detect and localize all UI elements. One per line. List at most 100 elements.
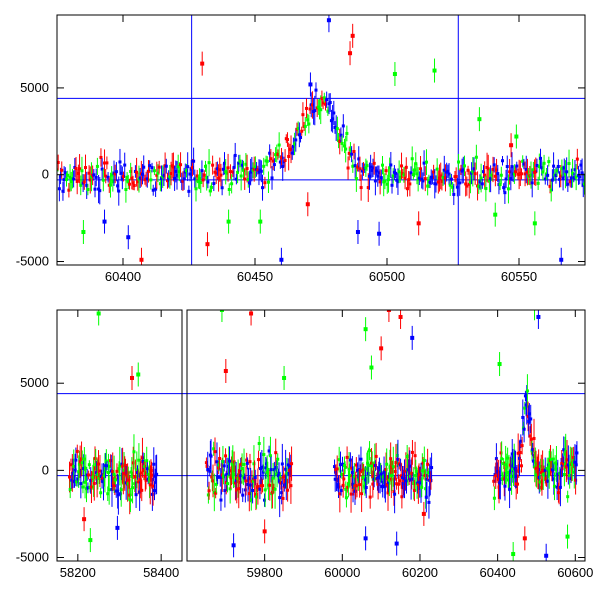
outlier-point — [509, 143, 514, 148]
data-point — [240, 467, 244, 471]
data-point — [96, 473, 100, 477]
data-point — [526, 414, 530, 418]
data-point — [214, 171, 218, 175]
data-point — [479, 176, 483, 180]
data-point — [478, 180, 482, 184]
data-point — [208, 469, 212, 473]
data-point — [503, 191, 507, 195]
data-point — [257, 458, 261, 462]
data-point — [97, 462, 101, 466]
data-point — [422, 469, 426, 473]
data-point — [304, 106, 308, 110]
data-point — [376, 174, 380, 178]
data-point — [512, 459, 516, 463]
data-point — [546, 173, 550, 177]
data-point — [246, 482, 250, 486]
data-point — [273, 487, 277, 491]
x-tick-label: 60400 — [480, 565, 516, 580]
data-point — [220, 186, 224, 190]
data-point — [116, 493, 120, 497]
data-point — [405, 187, 409, 191]
data-point — [254, 493, 258, 497]
data-point — [420, 177, 424, 181]
data-point — [341, 124, 345, 128]
data-point — [60, 168, 64, 172]
outlier-point — [559, 257, 564, 262]
data-point — [435, 167, 439, 171]
data-point — [93, 456, 97, 460]
data-point — [79, 482, 83, 486]
data-point — [381, 475, 385, 479]
data-point — [354, 463, 358, 467]
data-point — [145, 467, 149, 471]
data-point — [378, 476, 382, 480]
data-point — [491, 167, 495, 171]
data-point — [277, 143, 281, 147]
data-point — [384, 169, 388, 173]
data-point — [260, 465, 264, 469]
data-point — [204, 461, 208, 465]
data-point — [262, 164, 266, 168]
data-point — [102, 480, 105, 484]
data-point — [190, 166, 194, 170]
data-point — [411, 477, 415, 481]
data-point — [522, 427, 526, 431]
data-point — [297, 133, 301, 137]
data-point — [543, 177, 547, 181]
data-point — [73, 468, 77, 472]
data-point — [401, 476, 405, 480]
data-point — [165, 179, 169, 183]
data-point — [57, 187, 61, 191]
data-point — [346, 166, 350, 170]
data-point — [420, 485, 424, 489]
data-point — [97, 187, 101, 191]
data-point — [240, 163, 244, 167]
data-point — [486, 167, 490, 171]
data-point — [225, 171, 229, 175]
data-point — [272, 163, 276, 167]
data-point — [87, 171, 91, 175]
data-point — [508, 170, 512, 174]
plot-frame — [186, 309, 586, 562]
data-point — [280, 156, 284, 160]
data-point — [111, 481, 115, 485]
data-point — [226, 482, 230, 486]
data-point — [307, 122, 311, 126]
data-point — [182, 177, 186, 181]
data-point — [419, 167, 423, 171]
data-point — [247, 181, 251, 185]
data-point — [236, 477, 240, 481]
data-point — [156, 171, 160, 175]
data-point — [389, 477, 393, 481]
data-point — [403, 482, 407, 486]
outlier-point — [493, 212, 498, 217]
data-point — [150, 166, 154, 170]
data-point — [516, 451, 520, 455]
data-point — [160, 176, 164, 180]
data-point — [94, 471, 98, 475]
data-point — [427, 500, 431, 504]
data-point — [370, 168, 374, 172]
data-point — [74, 458, 78, 462]
data-point — [408, 182, 412, 186]
data-point — [402, 479, 406, 483]
data-point — [234, 177, 238, 181]
data-point — [219, 173, 223, 177]
data-point — [481, 170, 485, 174]
data-point — [103, 471, 107, 475]
data-point — [414, 469, 418, 473]
data-point — [559, 174, 563, 178]
data-point — [386, 491, 390, 495]
data-point — [206, 468, 210, 472]
data-point — [332, 111, 336, 115]
outlier-point — [348, 51, 353, 56]
data-point — [367, 463, 371, 467]
data-point — [265, 470, 269, 474]
data-point — [575, 451, 579, 455]
data-point — [72, 464, 76, 468]
data-point — [169, 172, 173, 176]
data-point — [206, 493, 210, 497]
data-point — [281, 496, 285, 500]
data-point — [504, 177, 508, 181]
data-point — [342, 464, 346, 468]
